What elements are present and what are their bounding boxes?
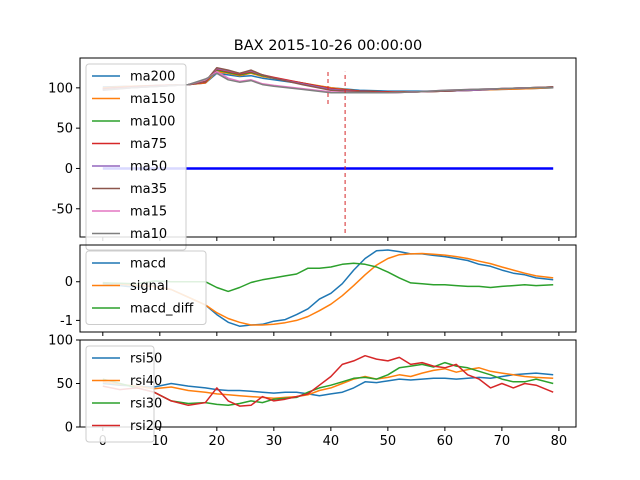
legend-label-rsi50: rsi50 [130, 352, 162, 367]
x-tick-label: 70 [494, 434, 511, 449]
axes-frame [79, 57, 577, 238]
y-tick-label: -1 [60, 314, 73, 329]
legend-box [85, 63, 187, 251]
x-tick-label: 10 [152, 434, 169, 449]
legend-label-signal: signal [130, 279, 168, 294]
legend-label-rsi20: rsi20 [130, 419, 162, 434]
legend-label-ma15: ma15 [130, 205, 167, 220]
legend-box [85, 250, 207, 325]
legend-label-rsi30: rsi30 [130, 397, 162, 412]
chart-title: BAX 2015-10-26 00:00:00 [234, 38, 422, 54]
x-tick-label: 60 [437, 434, 454, 449]
series-line-rsi40 [102, 367, 554, 400]
y-tick-label: 50 [56, 122, 73, 137]
axes-frame [79, 244, 577, 333]
legend-label-ma200: ma200 [130, 70, 175, 85]
y-tick-label: 50 [56, 377, 73, 392]
y-tick-label: 0 [65, 162, 73, 177]
subplot-2: 0 -1 macd signal macd_diff [60, 244, 577, 336]
series-line-ma10 [102, 72, 554, 94]
plot-area [102, 66, 554, 233]
legend-label-ma75: ma75 [130, 137, 167, 152]
plot-area [102, 354, 554, 407]
x-tick-label: 40 [323, 434, 340, 449]
x-tick-label: 80 [551, 434, 568, 449]
legend-label-ma10: ma10 [130, 227, 167, 242]
subplots: 100500-50ma200ma150ma100ma75ma50ma35ma15… [48, 57, 577, 449]
legend-label-macd_diff: macd_diff [130, 302, 194, 317]
x-tick-label: 20 [209, 434, 226, 449]
legend-label-ma100: ma100 [130, 115, 175, 130]
legend-label-ma50: ma50 [130, 160, 167, 175]
legend-label-rsi40: rsi40 [130, 374, 162, 389]
legend-label-ma35: ma35 [130, 182, 167, 197]
subplot-1: 100 50 0 -50 ma200 ma150 ma100 ma75 ma50 ma35 ma15… [48, 57, 577, 251]
y-tick-label: 0 [65, 275, 73, 290]
legend-label-ma150: ma150 [130, 92, 175, 107]
x-tick-label: 30 [266, 434, 283, 449]
x-tick-label: 50 [380, 434, 397, 449]
legend-label-macd: macd [130, 257, 166, 272]
y-tick-label: 0 [65, 421, 73, 436]
y-tick-label: 100 [48, 81, 73, 96]
y-tick-label: 100 [48, 334, 73, 349]
series-line-rsi50 [102, 372, 554, 397]
legend: macd signal macd_diff [85, 250, 207, 325]
y-tick-label: -50 [52, 202, 73, 217]
legend: rsi50 rsi40 rsi30 rsi20 [85, 345, 162, 443]
subplot-3: 10050001020304050607080rsi50rsi40rsi30rs… [48, 334, 577, 449]
legend: ma200 ma150 ma100 ma75 ma50 ma35 ma15 ma10 [85, 63, 187, 251]
series-line-rsi20 [102, 354, 554, 407]
legend-box [85, 345, 155, 443]
